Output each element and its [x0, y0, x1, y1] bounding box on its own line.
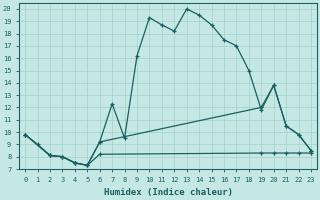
X-axis label: Humidex (Indice chaleur): Humidex (Indice chaleur): [104, 188, 233, 197]
